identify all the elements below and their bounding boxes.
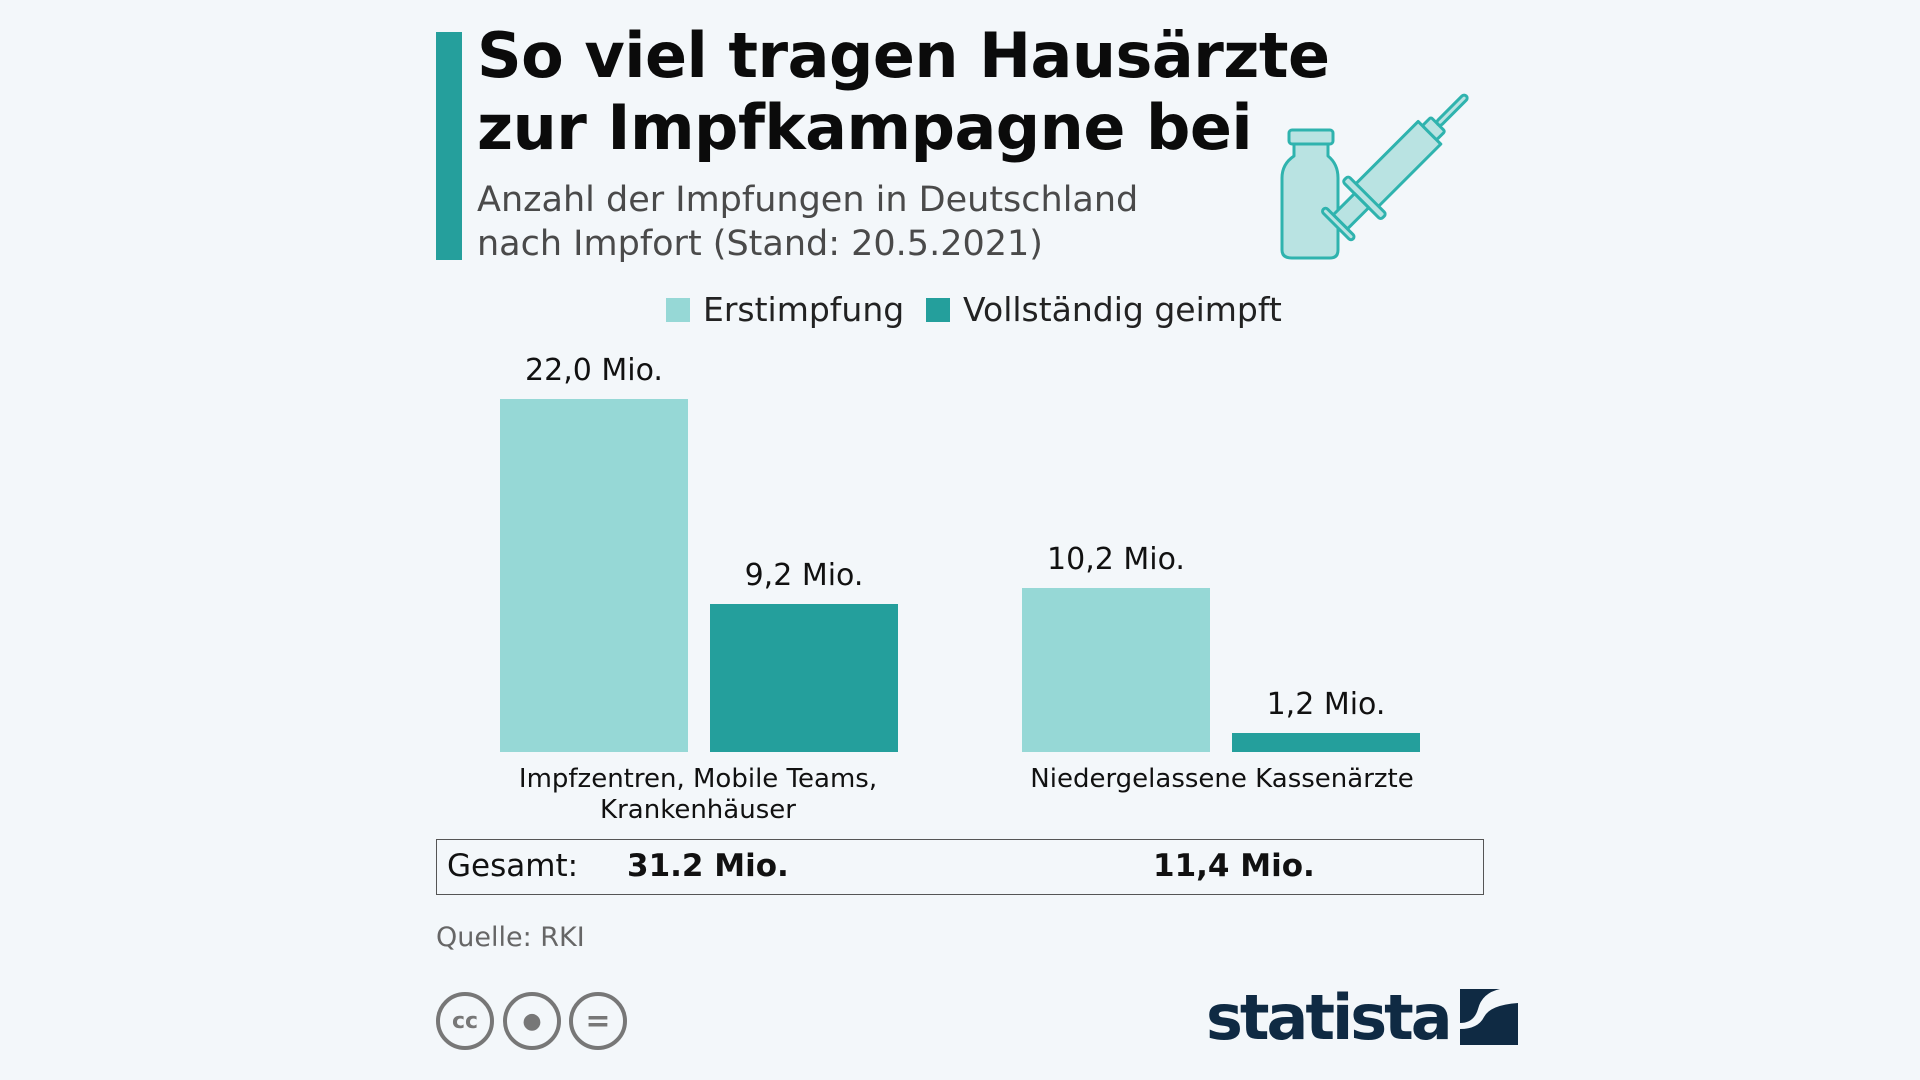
data-label: 10,2 Mio.: [1047, 542, 1185, 578]
legend-swatch: [926, 297, 950, 322]
legend-item-erstimpfung: Erstimpfung: [666, 290, 904, 329]
nd-icon: =: [569, 992, 627, 1050]
statista-logo-icon: [1459, 989, 1518, 1045]
by-icon: ●: [503, 992, 561, 1050]
legend-item-vollstaendig: Vollständig geimpft: [926, 290, 1282, 329]
bar: [710, 604, 898, 752]
legend-swatch: [666, 297, 690, 322]
category-label: Niedergelassene Kassenärzte: [1030, 764, 1414, 794]
cc-icon: cc: [436, 992, 494, 1050]
category-label: Impfzentren, Mobile Teams, Krankenhäuser: [518, 764, 878, 825]
total-value: 11,4 Mio.: [1153, 848, 1315, 884]
bar: [500, 399, 688, 752]
vaccine-syringe-icon: [1280, 93, 1469, 260]
source-note: Quelle: RKI: [436, 922, 585, 953]
data-label: 9,2 Mio.: [744, 558, 864, 594]
data-label: 22,0 Mio.: [525, 353, 663, 388]
statista-logo: statista: [1206, 981, 1518, 1054]
bar: [1022, 588, 1210, 752]
bar: [1232, 732, 1420, 752]
totals-label: Gesamt:: [447, 848, 579, 884]
total-value: 31.2 Mio.: [627, 848, 789, 884]
totals-box: Gesamt: 31.2 Mio. 11,4 Mio.: [436, 839, 1484, 895]
accent-bar: [436, 32, 462, 260]
data-label: 1,2 Mio.: [1266, 686, 1386, 722]
chart-subtitle: Anzahl der Impfungen in Deutschland nach …: [477, 180, 1139, 264]
chart-title: So viel tragen Hausärzte zur Impfkampagne…: [477, 19, 1330, 164]
